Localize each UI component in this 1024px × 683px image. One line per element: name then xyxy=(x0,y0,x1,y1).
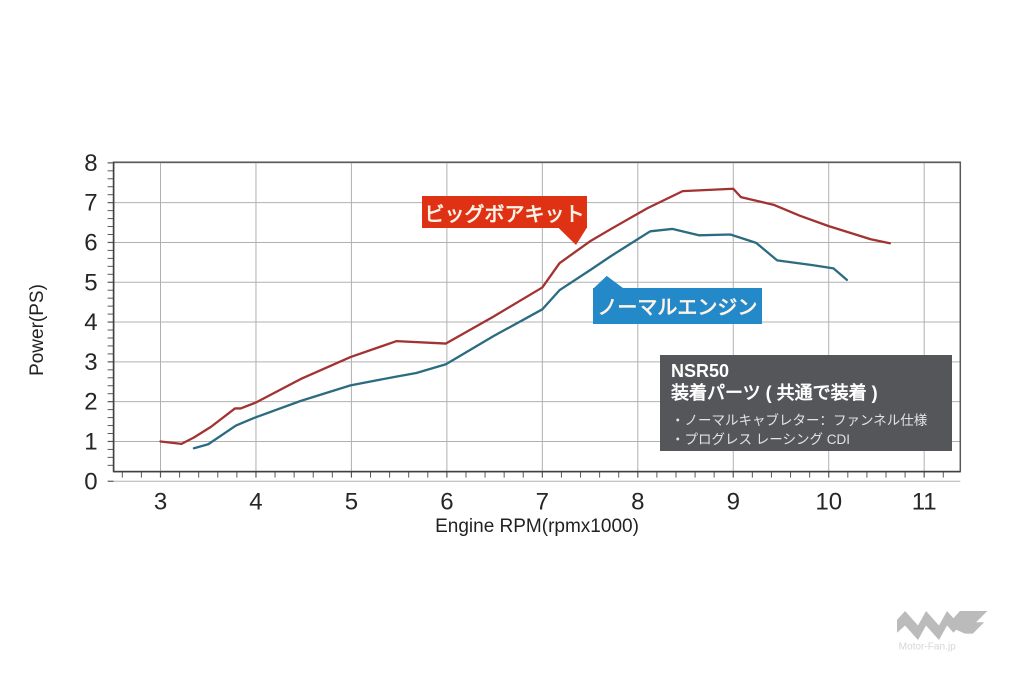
svg-text:Motor-Fan.jp: Motor-Fan.jp xyxy=(899,642,957,653)
